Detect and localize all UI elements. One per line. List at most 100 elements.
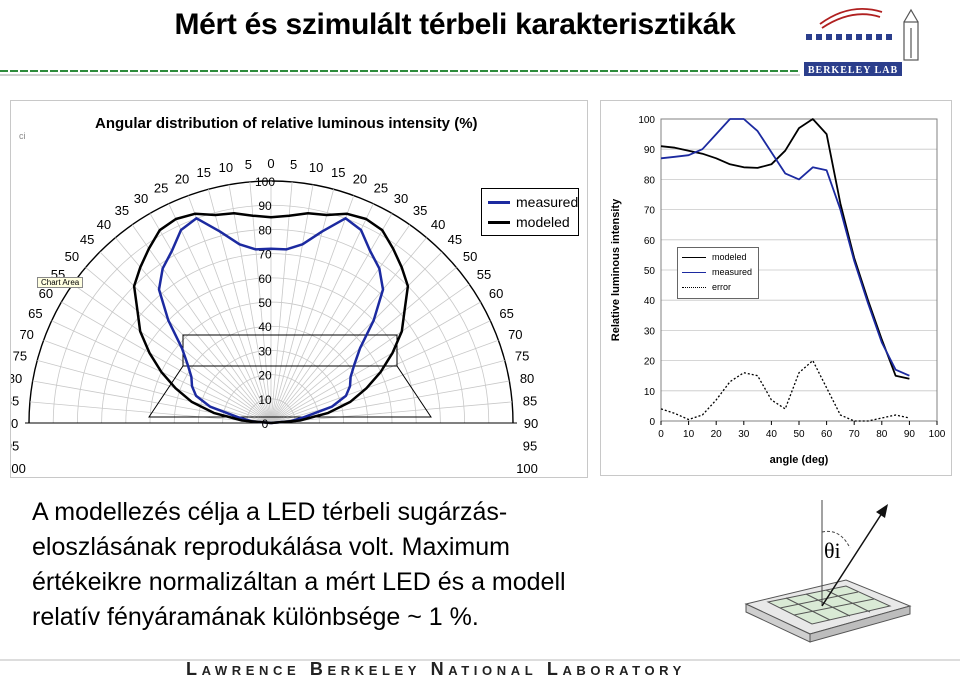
polar-legend: measured modeled [481, 188, 579, 236]
line-y-tick-label: 100 [638, 115, 655, 126]
polar-angle-label: 60 [489, 286, 503, 301]
polar-angle-label: 40 [431, 217, 445, 232]
polar-grid-spoke [29, 401, 272, 424]
polar-grid-spoke [270, 213, 393, 424]
line-y-tick-label: 50 [644, 266, 656, 277]
polar-grid-spoke [187, 195, 272, 424]
paragraph-line: eloszlásának reprodukálása volt. Maximum [32, 533, 510, 561]
polar-grid-spoke [270, 237, 427, 424]
line-y-tick-label: 0 [649, 417, 655, 428]
legend-label-measured: measured [516, 194, 579, 210]
line-y-tick-label: 90 [644, 145, 656, 156]
polar-angle-label: 25 [154, 180, 168, 195]
line-x-tick-label: 50 [793, 429, 805, 440]
polar-chart-title: Angular distribution of relative luminou… [95, 115, 478, 132]
polar-chart: 0102030405060708090100510152025303540455… [11, 156, 538, 476]
polar-grid [25, 180, 517, 424]
polar-grid-spoke [249, 181, 272, 424]
line-chart: 0 10 20 30 40 50 60 70 80 90 100 0 10 20 30 40 50 60 70 80 9… [610, 115, 946, 466]
legend-swatch-measured [488, 201, 510, 204]
line-x-tick-label: 100 [929, 429, 946, 440]
line-x-tick-label: 20 [711, 429, 723, 440]
line-y-tick-label: 70 [644, 206, 656, 217]
polar-radial-tick-label: 90 [258, 199, 272, 213]
footer-text: Lawrence Berkeley National Laboratory [186, 659, 686, 679]
polar-chart-panel: 0 10 20 30 40 50 60 70 80 90 100 5 10 15 20 25 30 35 40 45 5… [10, 100, 588, 478]
logo-tower-icon [903, 8, 919, 61]
logo-dashes [806, 34, 892, 40]
polar-angle-label: 100 [516, 461, 538, 476]
polar-radial-tick-label: 0 [262, 417, 269, 431]
polar-grid-spoke [228, 184, 272, 424]
polar-angle-label: 65 [499, 306, 513, 321]
line-legend-swatch-modeled [682, 257, 706, 258]
line-legend-label-error: error [712, 282, 732, 292]
line-legend-swatch-measured [682, 272, 706, 273]
paragraph-line: A modellezés célja a LED térbeli sugárzá… [32, 498, 508, 526]
line-legend-item-modeled: modeled [682, 250, 758, 265]
polar-angle-label: 45 [80, 232, 94, 247]
polar-grid-spoke [270, 184, 314, 424]
paragraph-line: relatív fényáramának különbsége ~ 1 %. [32, 603, 479, 631]
polar-radial-tick-label: 20 [258, 369, 272, 383]
polar-grid-spoke [43, 339, 272, 424]
polar-angle-label: 5 [245, 157, 252, 172]
logo-banner [804, 62, 902, 76]
line-x-tick-label: 90 [904, 429, 916, 440]
polar-grid-spoke [61, 301, 272, 424]
polar-grid-spoke [270, 181, 293, 424]
chart-area-tooltip: Chart Area [37, 277, 84, 288]
line-legend-item-measured: measured [682, 265, 758, 280]
polar-radial-tick-label: 30 [258, 344, 272, 358]
header-rule [0, 70, 800, 76]
line-legend-swatch-error [682, 287, 706, 288]
polar-grid-spoke [270, 267, 457, 424]
paragraph-line: értékeikre normalizáltan a mért LED és a… [32, 568, 566, 596]
polar-angle-label: 65 [28, 306, 42, 321]
line-chart-panel: 0 10 20 30 40 50 60 70 80 90 100 0 10 20 30 40 50 60 70 80 9… [600, 100, 952, 476]
line-y-tick-label: 40 [644, 296, 656, 307]
line-y-axis-label: Relative luminous intensity [610, 198, 622, 341]
polar-angle-label: 40 [97, 217, 111, 232]
line-y-tick-label: 60 [644, 236, 656, 247]
polar-angle-label: 15 [331, 165, 345, 180]
polar-angle-label: 10 [309, 160, 323, 175]
polar-grid-spoke [99, 251, 272, 424]
polar-grid-spoke [115, 237, 272, 424]
polar-grid-spoke [85, 267, 272, 424]
line-x-tick-label: 0 [658, 429, 664, 440]
polar-angle-label: 95 [523, 439, 537, 454]
polar-angle-label: 20 [353, 172, 367, 187]
polar-grid-spoke [270, 339, 499, 424]
polar-radial-tick-label: 100 [255, 175, 275, 189]
polar-radial-tick-label: 10 [258, 393, 272, 407]
polar-series-measured [157, 217, 385, 425]
polar-series-modeled [132, 212, 410, 425]
polar-angle-label: 60 [39, 286, 53, 301]
polar-angle-label: 80 [11, 371, 22, 386]
polar-angle-label: 70 [19, 327, 33, 342]
theta-i-label: θi [824, 538, 841, 563]
ray-arrowhead [876, 504, 888, 518]
polar-angle-label: 25 [374, 180, 388, 195]
line-x-tick-label: 10 [683, 429, 695, 440]
polar-angle-label: 95 [11, 439, 19, 454]
incident-ray [821, 509, 885, 607]
polar-angle-label: 90 [524, 416, 538, 431]
polar-radial-tick-label: 50 [258, 296, 272, 310]
polar-grid-spoke [270, 224, 411, 424]
line-x-tick-label: 70 [849, 429, 861, 440]
line-legend-item-error: error [682, 280, 758, 295]
line-x-tick-label: 30 [738, 429, 750, 440]
polar-grid-spoke [131, 224, 272, 424]
polar-grid-spoke [270, 195, 355, 424]
line-legend-label-measured: measured [712, 267, 753, 277]
polar-angle-label: 85 [523, 393, 537, 408]
legend-item-modeled: modeled [486, 212, 578, 232]
polar-grid-spoke [72, 283, 272, 424]
polar-angle-label: 20 [175, 172, 189, 187]
polar-angle-label: 5 [290, 157, 297, 172]
line-x-tick-label: 60 [821, 429, 833, 440]
polar-angle-label: 55 [477, 267, 491, 282]
line-x-tick-label: 40 [766, 429, 778, 440]
